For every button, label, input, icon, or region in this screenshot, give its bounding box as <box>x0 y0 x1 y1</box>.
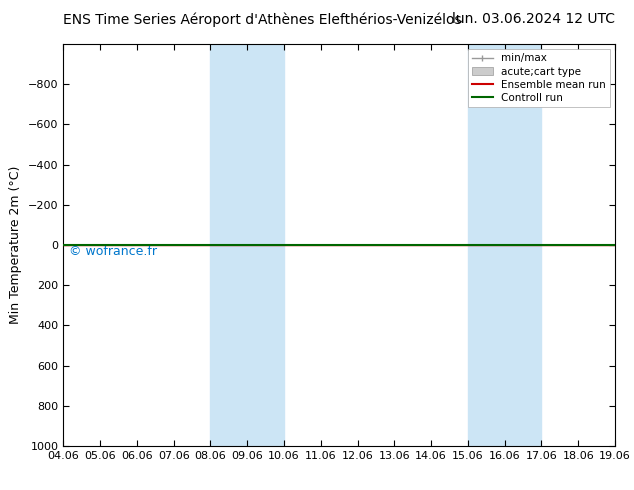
Text: lun. 03.06.2024 12 UTC: lun. 03.06.2024 12 UTC <box>452 12 615 26</box>
Y-axis label: Min Temperature 2m (°C): Min Temperature 2m (°C) <box>10 166 22 324</box>
Bar <box>468 44 541 446</box>
Bar <box>210 44 284 446</box>
Text: © wofrance.fr: © wofrance.fr <box>69 245 157 258</box>
Legend: min/max, acute;cart type, Ensemble mean run, Controll run: min/max, acute;cart type, Ensemble mean … <box>467 49 610 107</box>
Text: ENS Time Series Aéroport d'Athènes Elefthérios-Venizélos: ENS Time Series Aéroport d'Athènes Eleft… <box>63 12 462 27</box>
